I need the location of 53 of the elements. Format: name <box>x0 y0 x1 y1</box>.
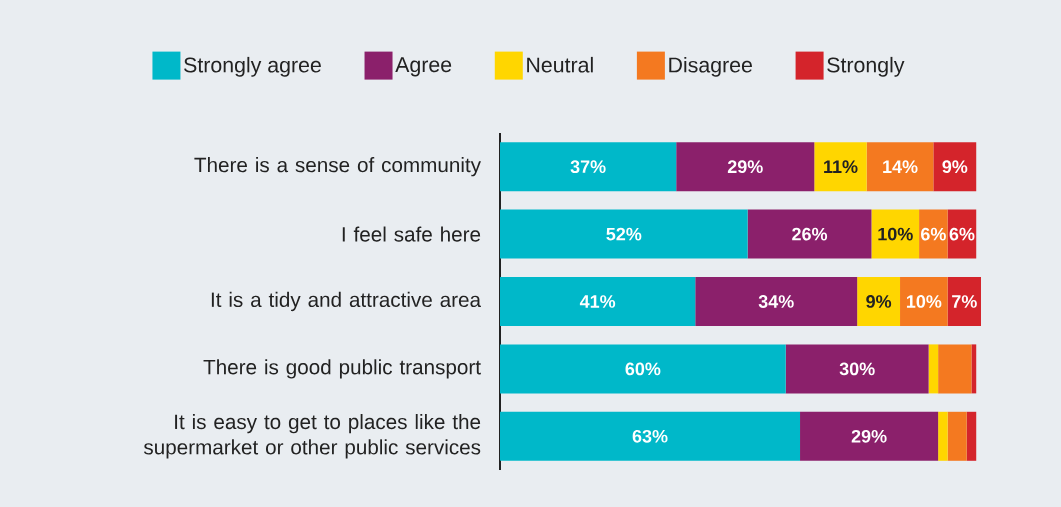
data-label: 10% <box>878 227 913 241</box>
data-label: 14% <box>883 160 918 174</box>
data-label: 60% <box>625 362 661 376</box>
data-label: 10% <box>906 295 942 308</box>
bar <box>938 344 972 394</box>
data-label: 29% <box>851 429 887 443</box>
bar <box>871 209 920 259</box>
bar <box>857 276 901 326</box>
data-label: 9% <box>866 295 892 308</box>
legend-label: Disagree <box>669 56 752 77</box>
bar <box>919 209 948 259</box>
legend-label: Strongly agree <box>184 56 321 77</box>
bar <box>500 276 696 326</box>
data-label: 52% <box>606 227 642 241</box>
y-tick-label: It is easy to get to places like the supermarket or other public services <box>143 414 481 459</box>
bar <box>676 142 815 192</box>
data-label: 7% <box>952 295 977 308</box>
bar <box>933 142 977 192</box>
y-tick-label: It is a tidy and attractive area <box>211 291 482 312</box>
bar <box>900 276 948 326</box>
y-tick-label: I feel safe here <box>342 226 481 242</box>
bar <box>500 142 677 192</box>
y-tick-label: There is good public transport <box>203 359 481 379</box>
bar <box>971 344 977 394</box>
bar <box>947 276 981 326</box>
data-label: 26% <box>792 227 828 241</box>
data-label: 34% <box>758 295 794 308</box>
bar <box>866 142 934 192</box>
bar <box>966 411 977 461</box>
y-tick-label: There is a sense of community <box>194 157 481 177</box>
bar <box>500 344 786 394</box>
legend-label: Agree <box>395 57 452 77</box>
data-label: 41% <box>579 295 616 308</box>
data-label: 6% <box>949 227 975 241</box>
bar <box>947 411 967 461</box>
bar <box>800 411 939 461</box>
legend-label: Neutral <box>527 56 593 73</box>
data-label: 37% <box>570 160 606 174</box>
bar <box>785 344 929 394</box>
data-label: 30% <box>839 362 875 376</box>
data-label: 9% <box>942 160 968 174</box>
data-label: 6% <box>921 227 946 241</box>
data-label: 29% <box>727 160 763 174</box>
bar <box>814 142 867 192</box>
bar <box>938 411 948 461</box>
data-label: 63% <box>632 429 668 443</box>
data-label: 11% <box>824 160 858 174</box>
bar <box>695 276 858 326</box>
bar <box>500 411 801 461</box>
bar <box>500 209 748 259</box>
bar <box>747 209 872 259</box>
legend-label: Strongly <box>827 56 905 77</box>
bar <box>928 344 939 394</box>
